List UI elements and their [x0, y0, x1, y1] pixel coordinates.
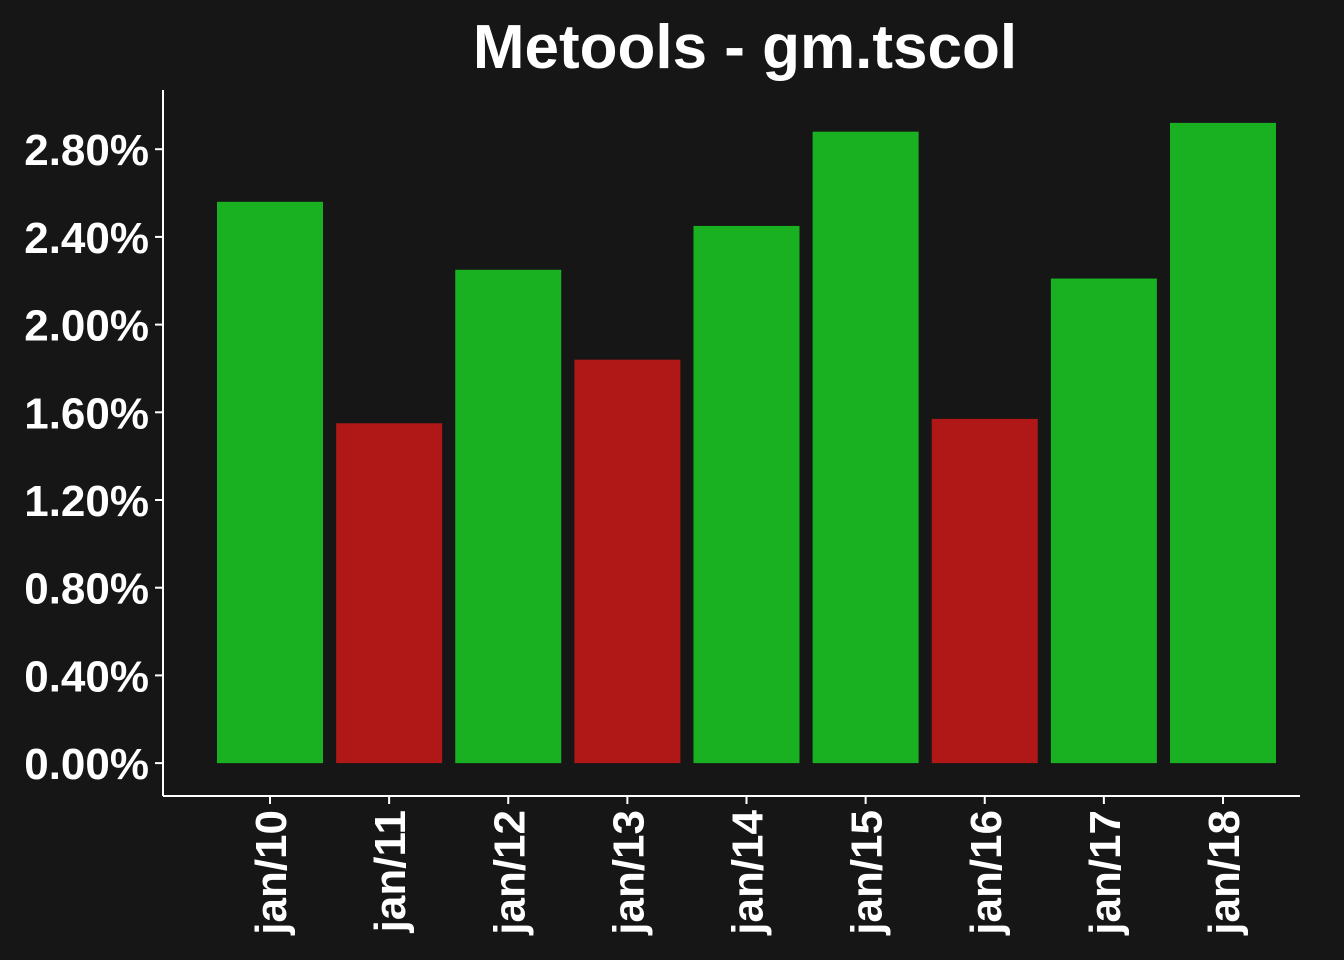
x-tick-label: jan/17	[1081, 810, 1130, 936]
bar	[336, 423, 443, 764]
x-tick-label: jan/16	[962, 810, 1011, 936]
bar	[812, 131, 919, 764]
x-tick-label: jan/11	[366, 810, 415, 933]
x-tick-label: jan/14	[724, 809, 773, 935]
x-tick-label: jan/13	[604, 810, 653, 936]
bar	[217, 201, 323, 764]
y-axis: 0.00% 0.40% 0.80% 1.20% 1.60% 2.00% 2.40% 2.80%	[24, 90, 164, 796]
bar-series	[217, 122, 1276, 764]
y-tick-label: 0.80%	[24, 565, 149, 614]
bar	[574, 359, 681, 764]
x-axis: jan/10 jan/11 jan/12 jan/13 jan/14 jan/15 jan/…	[163, 795, 1300, 936]
x-tick-label: jan/15	[843, 810, 892, 936]
y-tick-label: 1.20%	[24, 477, 149, 526]
y-tick-label: 2.40%	[24, 214, 149, 263]
bar	[455, 269, 562, 764]
bar	[1050, 278, 1157, 764]
y-tick-label: 1.60%	[24, 389, 149, 438]
x-tick-label: jan/10	[247, 810, 296, 936]
x-tick-label: jan/12	[485, 810, 534, 936]
bar	[931, 418, 1038, 764]
bar	[693, 225, 800, 764]
x-tick-label: jan/18	[1200, 810, 1249, 936]
bar	[1170, 122, 1276, 764]
y-tick-label: 0.40%	[24, 652, 149, 701]
y-tick-label: 2.80%	[24, 126, 149, 175]
y-tick-label: 2.00%	[24, 302, 149, 351]
chart-title: Metools - gm.tscol	[473, 13, 1017, 82]
y-tick-label: 0.00%	[24, 740, 149, 789]
